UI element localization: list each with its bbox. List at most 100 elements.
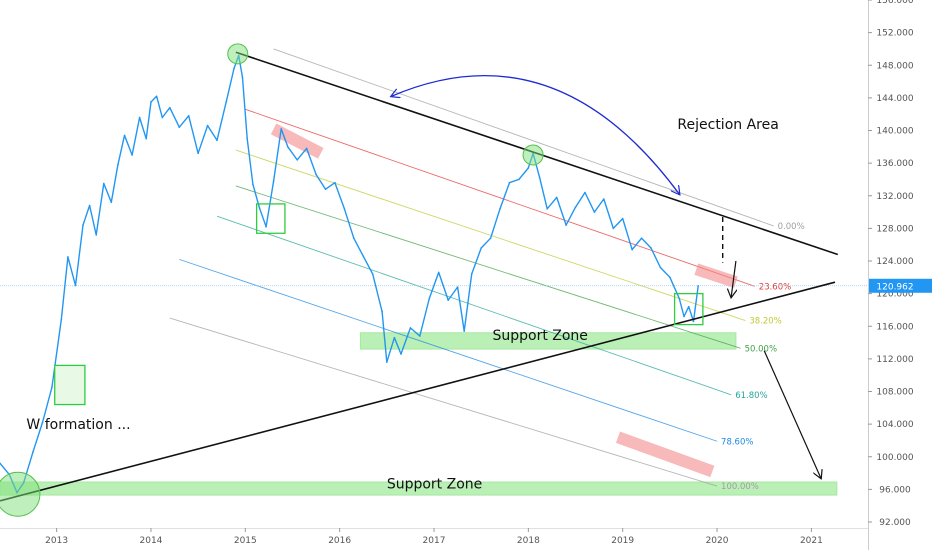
price-point bbox=[102, 182, 105, 185]
x-tick-label: 2018 bbox=[517, 536, 540, 546]
down-arrow-2 bbox=[763, 350, 821, 478]
red-highlight-0 bbox=[270, 123, 324, 159]
price-point bbox=[95, 234, 98, 236]
fib-label-5: 78.60% bbox=[721, 437, 753, 447]
x-tick-label: 2019 bbox=[611, 536, 634, 546]
last-price-badge bbox=[869, 278, 932, 293]
y-tick-label: 92.000 bbox=[879, 518, 911, 528]
red-highlight-1 bbox=[694, 263, 738, 288]
y-tick-label: 152.000 bbox=[876, 29, 913, 39]
price-point bbox=[565, 224, 567, 226]
price-point bbox=[286, 146, 289, 148]
fib-line-5 bbox=[179, 258, 718, 442]
price-point bbox=[74, 284, 77, 287]
y-tick-label: 144.000 bbox=[876, 94, 913, 104]
x-tick-label: 2020 bbox=[706, 536, 729, 546]
price-point bbox=[371, 273, 374, 275]
price-point bbox=[603, 198, 605, 200]
price-point bbox=[155, 95, 158, 98]
price-point bbox=[456, 286, 459, 288]
price-point bbox=[687, 305, 690, 308]
arrows-layer bbox=[391, 75, 821, 478]
price-point bbox=[187, 115, 190, 117]
price-point bbox=[51, 386, 53, 389]
price-point bbox=[197, 152, 199, 155]
price-point bbox=[697, 284, 699, 287]
price-point bbox=[265, 225, 267, 228]
price-point bbox=[437, 271, 440, 274]
price-point bbox=[32, 451, 34, 453]
price-point bbox=[683, 315, 685, 318]
pattern-box-1 bbox=[673, 292, 704, 326]
y-tick-label: 140.000 bbox=[876, 127, 913, 137]
fib-line-2 bbox=[235, 149, 746, 321]
price-point bbox=[315, 173, 317, 176]
price-point bbox=[161, 116, 164, 119]
y-tick-label: 120.000 bbox=[876, 290, 913, 300]
price-point bbox=[0, 462, 1, 465]
price-point bbox=[334, 181, 336, 184]
pattern-box-0 bbox=[255, 203, 286, 234]
y-tick-label: 136.000 bbox=[876, 159, 913, 169]
price-point bbox=[117, 163, 119, 166]
price-point bbox=[419, 335, 421, 337]
price-point bbox=[362, 255, 365, 257]
price-point bbox=[88, 204, 91, 207]
price-point bbox=[305, 147, 308, 150]
x-tick-label: 2021 bbox=[800, 536, 823, 546]
price-point bbox=[621, 217, 624, 220]
price-point bbox=[131, 154, 133, 156]
price-point bbox=[538, 177, 541, 179]
fib-label-1: 23.60% bbox=[759, 282, 791, 292]
last-price-label: 120.962 bbox=[876, 282, 913, 292]
price-point bbox=[178, 126, 181, 129]
price-point bbox=[409, 327, 412, 329]
fib-line-6 bbox=[169, 317, 718, 487]
y-tick-label: 100.000 bbox=[876, 453, 913, 463]
x-tick-label: 2014 bbox=[140, 536, 163, 546]
y-tick-label: 156.000 bbox=[876, 0, 913, 6]
price-point bbox=[353, 237, 355, 239]
price-point bbox=[381, 310, 383, 313]
y-tick-label: 96.000 bbox=[879, 485, 911, 495]
x-tick-label: 2016 bbox=[328, 536, 351, 546]
pivot-circle-0 bbox=[0, 471, 41, 517]
price-point bbox=[640, 237, 643, 239]
price-point bbox=[296, 159, 298, 161]
price-point bbox=[400, 353, 402, 355]
price-point bbox=[145, 137, 148, 140]
support-zone-1 bbox=[0, 481, 838, 496]
price-point bbox=[216, 139, 218, 142]
fib-line-0 bbox=[273, 48, 774, 227]
fib-line-4 bbox=[216, 215, 732, 396]
price-point bbox=[499, 208, 501, 210]
price-point bbox=[527, 167, 530, 169]
price-point bbox=[480, 247, 482, 249]
price-point bbox=[593, 211, 596, 213]
fib-label-0: 0.00% bbox=[778, 222, 805, 232]
y-tick-label: 104.000 bbox=[876, 420, 913, 430]
curved-arrow bbox=[392, 75, 680, 195]
price-point bbox=[82, 224, 84, 226]
pattern-box-2 bbox=[54, 364, 86, 406]
price-point bbox=[258, 207, 261, 209]
price-point bbox=[428, 297, 431, 300]
price-point bbox=[138, 116, 141, 119]
curved-arrow-tail bbox=[391, 75, 680, 194]
price-series-line bbox=[0, 54, 699, 494]
price-point bbox=[110, 201, 113, 204]
pivot-circle-1 bbox=[227, 43, 249, 65]
price-point bbox=[123, 134, 126, 137]
price-point bbox=[574, 206, 577, 208]
price-point bbox=[555, 196, 558, 199]
price-point bbox=[225, 100, 228, 102]
price-point bbox=[612, 227, 615, 230]
y-tick-label: 128.000 bbox=[876, 224, 913, 234]
price-point bbox=[241, 76, 244, 79]
price-point bbox=[669, 276, 671, 279]
price-point bbox=[470, 273, 473, 275]
annotation-2: Support Zone bbox=[492, 328, 587, 344]
x-tick-label: 2015 bbox=[234, 536, 257, 546]
price-point bbox=[150, 101, 152, 103]
y-tick-label: 116.000 bbox=[876, 322, 913, 332]
